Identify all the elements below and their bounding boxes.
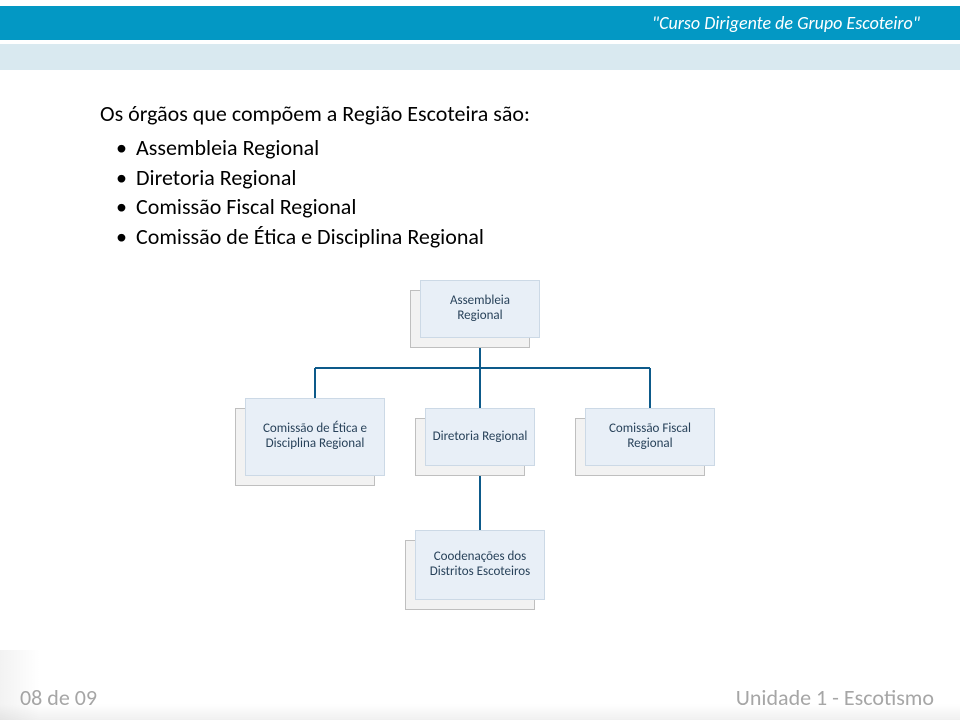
content-area: Os órgãos que compõem a Região Escoteira… [100, 100, 860, 252]
slide: "Curso Dirigente de Grupo Escoteiro" Os … [0, 0, 960, 720]
chart-node-label: Diretoria Regional [433, 430, 528, 445]
chart-node-box: Comissão de Ética e Disciplina Regional [245, 398, 385, 476]
chart-node: Diretoria Regional [425, 408, 535, 466]
header-title: "Curso Dirigente de Grupo Escoteiro" [652, 6, 920, 40]
chart-node: Comissão Fiscal Regional [585, 408, 715, 466]
org-chart: Assembleia Regional Comissão de Ética e D… [230, 280, 730, 640]
bullet-list: Assembleia Regional Diretoria Regional C… [100, 133, 860, 252]
chart-node: Assembleia Regional [420, 280, 540, 338]
chart-node-box: Coodenações dos Distritos Escoteiros [415, 530, 545, 600]
chart-node-label: Comissão de Ética e Disciplina Regional [252, 422, 378, 452]
chart-node-label: Coodenações dos Distritos Escoteiros [422, 550, 538, 580]
chart-node: Comissão de Ética e Disciplina Regional [245, 398, 385, 476]
chart-node-box: Diretoria Regional [425, 408, 535, 466]
chart-node-label: Assembleia Regional [427, 294, 533, 324]
unit-label: Unidade 1 - Escotismo [736, 684, 934, 711]
bullet-item: Comissão Fiscal Regional [116, 192, 860, 222]
page-counter: 08 de 09 [20, 684, 97, 711]
chart-node-label: Comissão Fiscal Regional [592, 422, 708, 452]
bullet-item: Diretoria Regional [116, 163, 860, 193]
intro-text: Os órgãos que compõem a Região Escoteira… [100, 100, 860, 127]
footer: 08 de 09 Unidade 1 - Escotismo [0, 678, 960, 720]
bullet-item: Assembleia Regional [116, 133, 860, 163]
header-band: "Curso Dirigente de Grupo Escoteiro" [0, 6, 960, 40]
chart-node-box: Assembleia Regional [420, 280, 540, 338]
chart-node: Coodenações dos Distritos Escoteiros [415, 530, 545, 600]
header-subband [0, 44, 960, 70]
bullet-item: Comissão de Ética e Disciplina Regional [116, 222, 860, 252]
chart-node-box: Comissão Fiscal Regional [585, 408, 715, 466]
